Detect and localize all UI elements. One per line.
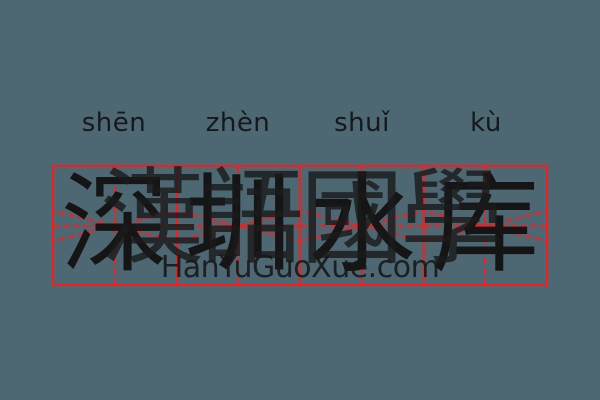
character-glyph-3: 水 xyxy=(307,167,416,284)
grid-cell-3: 水 xyxy=(299,167,423,284)
grid-cell-2: 圳 xyxy=(175,167,299,284)
pinyin-syllable-3: shuǐ xyxy=(334,108,390,138)
character-grid-wrapper: 深 圳 水 库 xyxy=(52,165,548,286)
pinyin-syllable-2: zhèn xyxy=(205,108,271,138)
pinyin-row: shēn zhèn shuǐ kù xyxy=(52,100,548,146)
grid-cell-1: 深 xyxy=(54,167,176,284)
pinyin-syllable-1: shēn xyxy=(81,108,147,138)
grid-cell-4: 库 xyxy=(422,167,546,284)
character-glyph-4: 库 xyxy=(431,167,540,284)
pinyin-syllable-4: kù xyxy=(470,108,502,138)
character-glyph-1: 深 xyxy=(60,167,169,284)
character-glyph-2: 圳 xyxy=(184,167,293,284)
character-grid: 深 圳 水 库 xyxy=(52,165,548,286)
